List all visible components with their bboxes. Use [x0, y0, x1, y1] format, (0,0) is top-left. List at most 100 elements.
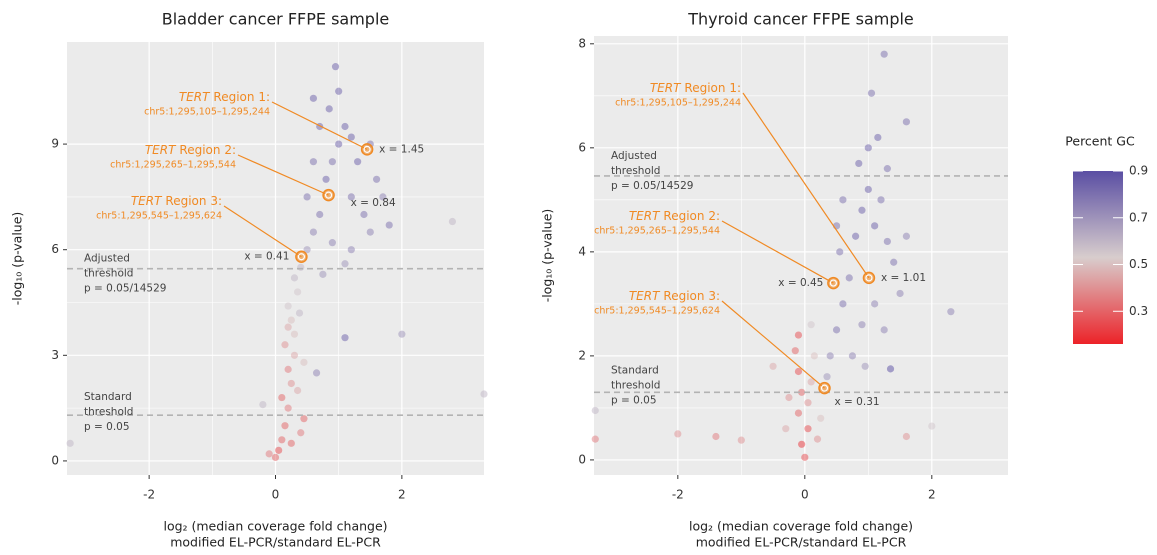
- y-tick-label: 2: [578, 348, 586, 362]
- data-point: [341, 122, 349, 131]
- data-point: [798, 388, 806, 396]
- data-point: [880, 326, 888, 334]
- point-label: x = 0.84: [351, 197, 396, 209]
- data-point: [826, 352, 834, 360]
- data-point: [832, 326, 841, 334]
- data-point: [871, 300, 879, 308]
- data-point: [855, 159, 863, 168]
- data-point: [902, 118, 911, 126]
- data-point: [864, 144, 872, 152]
- data-point: [839, 300, 847, 308]
- data-point: [591, 406, 599, 415]
- chart-title: Bladder cancer FFPE sample: [162, 10, 390, 29]
- data-point: [902, 232, 911, 240]
- annotation-region: Region 1:: [684, 81, 741, 95]
- highlight-ring: [324, 191, 333, 199]
- data-point: [325, 105, 333, 113]
- annotation-leader: [742, 92, 870, 279]
- threshold-label: threshold: [611, 165, 660, 177]
- y-tick-label: 8: [578, 36, 586, 50]
- annotation-coords: chr5:1,295,265–1,295,544: [594, 226, 720, 237]
- data-point: [331, 63, 340, 71]
- data-point: [287, 379, 295, 388]
- data-point: [804, 425, 812, 433]
- highlight-ring: [297, 253, 306, 261]
- highlight-point: [360, 143, 374, 156]
- data-point: [278, 393, 286, 402]
- threshold-label: p = 0.05: [84, 421, 130, 433]
- data-point: [300, 415, 308, 423]
- colorbar-tick-label: 0.9: [1129, 164, 1148, 178]
- data-point: [807, 321, 815, 329]
- data-point: [794, 331, 803, 339]
- data-point: [319, 270, 327, 278]
- annotation-region: Region 3:: [663, 289, 720, 303]
- data-point: [674, 430, 682, 438]
- highlight-point: [827, 276, 840, 290]
- data-point: [275, 446, 283, 454]
- data-point: [322, 175, 330, 183]
- data-point: [281, 341, 289, 349]
- x-tick-label: 2: [928, 488, 936, 502]
- data-point: [284, 323, 292, 331]
- data-point: [883, 165, 891, 173]
- point-label: x = 1.45: [379, 143, 424, 155]
- data-point: [66, 439, 74, 447]
- data-point: [297, 429, 305, 437]
- x-axis-title: modified EL-PCR/standard EL-PCR: [170, 535, 381, 550]
- x-tick-label: -2: [672, 488, 684, 502]
- data-point: [328, 158, 336, 166]
- y-tick-label: 0: [51, 453, 59, 467]
- y-tick-label: 9: [51, 137, 59, 151]
- data-point: [794, 409, 803, 417]
- data-point: [303, 193, 311, 201]
- data-point: [278, 436, 286, 444]
- data-point: [341, 260, 349, 268]
- data-point: [335, 140, 343, 148]
- data-point: [287, 439, 295, 447]
- annotation-leader: [721, 300, 825, 389]
- annotation-title: TERT Region 2:: [145, 143, 236, 157]
- point-label: x = 0.31: [834, 396, 879, 408]
- data-point: [867, 89, 876, 97]
- annotation-leader: [237, 154, 329, 196]
- threshold-label: Standard: [611, 364, 659, 376]
- y-tick-label: 6: [578, 140, 586, 154]
- point-label: x = 1.01: [881, 272, 926, 284]
- data-point: [309, 94, 318, 102]
- annotation-region: Region 2:: [179, 143, 236, 157]
- x-tick-label: -2: [143, 488, 155, 502]
- y-tick-label: 4: [578, 244, 586, 258]
- data-point: [823, 373, 831, 381]
- highlight-point: [862, 271, 876, 285]
- annotation-coords: chr5:1,295,105–1,295,244: [615, 98, 741, 109]
- colorbar-tick-label: 0.5: [1129, 257, 1148, 271]
- annotation-leader: [721, 220, 834, 284]
- annotation-coords: chr5:1,295,545–1,295,624: [96, 211, 222, 222]
- data-point: [886, 365, 895, 373]
- colorbar-tick-label: 0.3: [1129, 304, 1148, 318]
- data-point: [712, 432, 720, 441]
- data-point: [284, 302, 292, 310]
- annotation-leader: [271, 101, 368, 150]
- data-point: [871, 222, 879, 230]
- data-point: [290, 351, 299, 359]
- data-point: [297, 263, 305, 271]
- highlight-ring: [865, 274, 873, 282]
- data-point: [354, 158, 362, 166]
- data-point: [328, 239, 336, 247]
- threshold-label: threshold: [84, 406, 133, 418]
- colorbar: [1073, 171, 1123, 344]
- data-point: [309, 228, 318, 236]
- annotation-coords: chr5:1,295,105–1,295,244: [144, 107, 270, 118]
- x-axis-title: log₂ (median coverage fold change): [689, 519, 913, 534]
- data-point: [372, 175, 381, 183]
- data-point: [259, 400, 267, 409]
- data-point: [874, 133, 882, 142]
- chart-title: Thyroid cancer FFPE sample: [687, 10, 914, 29]
- annotation-title: TERT Region 3:: [629, 289, 720, 303]
- data-point: [281, 422, 289, 430]
- data-point: [290, 330, 299, 338]
- annotation-region: Region 3:: [165, 194, 222, 208]
- data-point: [591, 435, 599, 443]
